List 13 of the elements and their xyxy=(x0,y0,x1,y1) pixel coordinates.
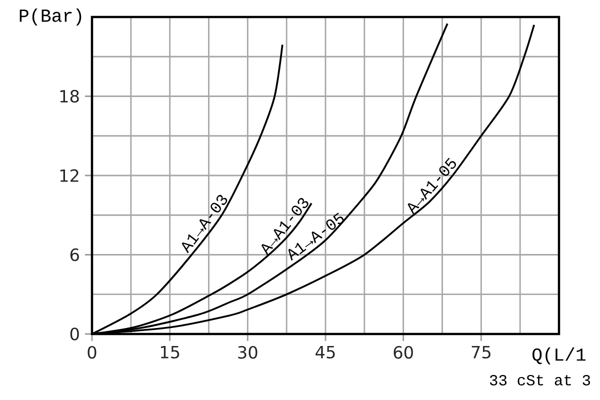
x-tick-label: 30 xyxy=(238,346,258,359)
x-axis-title: Q(L/1 xyxy=(532,347,586,364)
x-tick-label: 15 xyxy=(160,346,180,359)
x-tick-label: 0 xyxy=(88,346,96,359)
y-tick-label: 12 xyxy=(60,169,78,182)
x-tick-label: 45 xyxy=(316,346,335,359)
x-tick-label: 75 xyxy=(472,346,490,359)
y-tick-label: 6 xyxy=(70,248,79,262)
text: 33 cSt at 3 xyxy=(490,374,590,386)
y-axis-title: P(Bar) xyxy=(20,8,82,26)
y-tick-label: 18 xyxy=(60,90,79,103)
x-tick-label: 60 xyxy=(394,346,413,359)
y-tick-label: 0 xyxy=(70,328,79,340)
